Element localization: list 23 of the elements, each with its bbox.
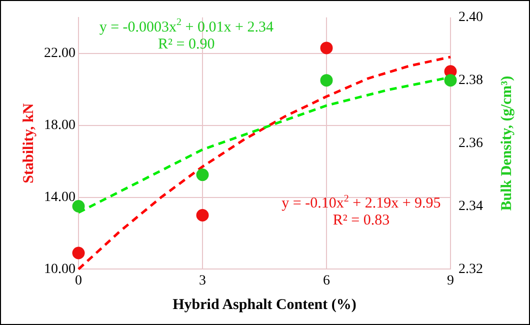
x-tick-label: 6 xyxy=(323,273,330,288)
point xyxy=(320,42,333,54)
x-tick-label: 0 xyxy=(75,273,82,288)
y2-tick-label: 2.36 xyxy=(458,136,483,151)
x-tick-label: 9 xyxy=(447,273,454,288)
x-tick-label: 3 xyxy=(199,273,206,288)
x-axis-title: Hybrid Asphalt Content (%) xyxy=(172,296,356,313)
point xyxy=(196,208,209,222)
y2-tick-label: 2.34 xyxy=(458,198,483,214)
y-axis-title: Stability, kN xyxy=(20,103,37,184)
y-tick-label: 14.00 xyxy=(44,190,76,205)
y2-tick-label: 2.38 xyxy=(458,73,483,88)
point xyxy=(196,168,209,182)
point xyxy=(72,246,85,260)
y2-tick-label: 2.32 xyxy=(458,262,483,277)
y2-axis-title: Bulk Density, (g/cm³) xyxy=(498,76,515,211)
y-tick-label: 18.00 xyxy=(44,118,76,133)
point xyxy=(72,200,85,212)
point xyxy=(444,74,457,87)
point xyxy=(320,74,333,87)
y2-tick-label: 2.40 xyxy=(458,10,483,26)
y-tick-label: 10.00 xyxy=(44,262,76,277)
y-tick-label: 22.00 xyxy=(44,46,76,62)
